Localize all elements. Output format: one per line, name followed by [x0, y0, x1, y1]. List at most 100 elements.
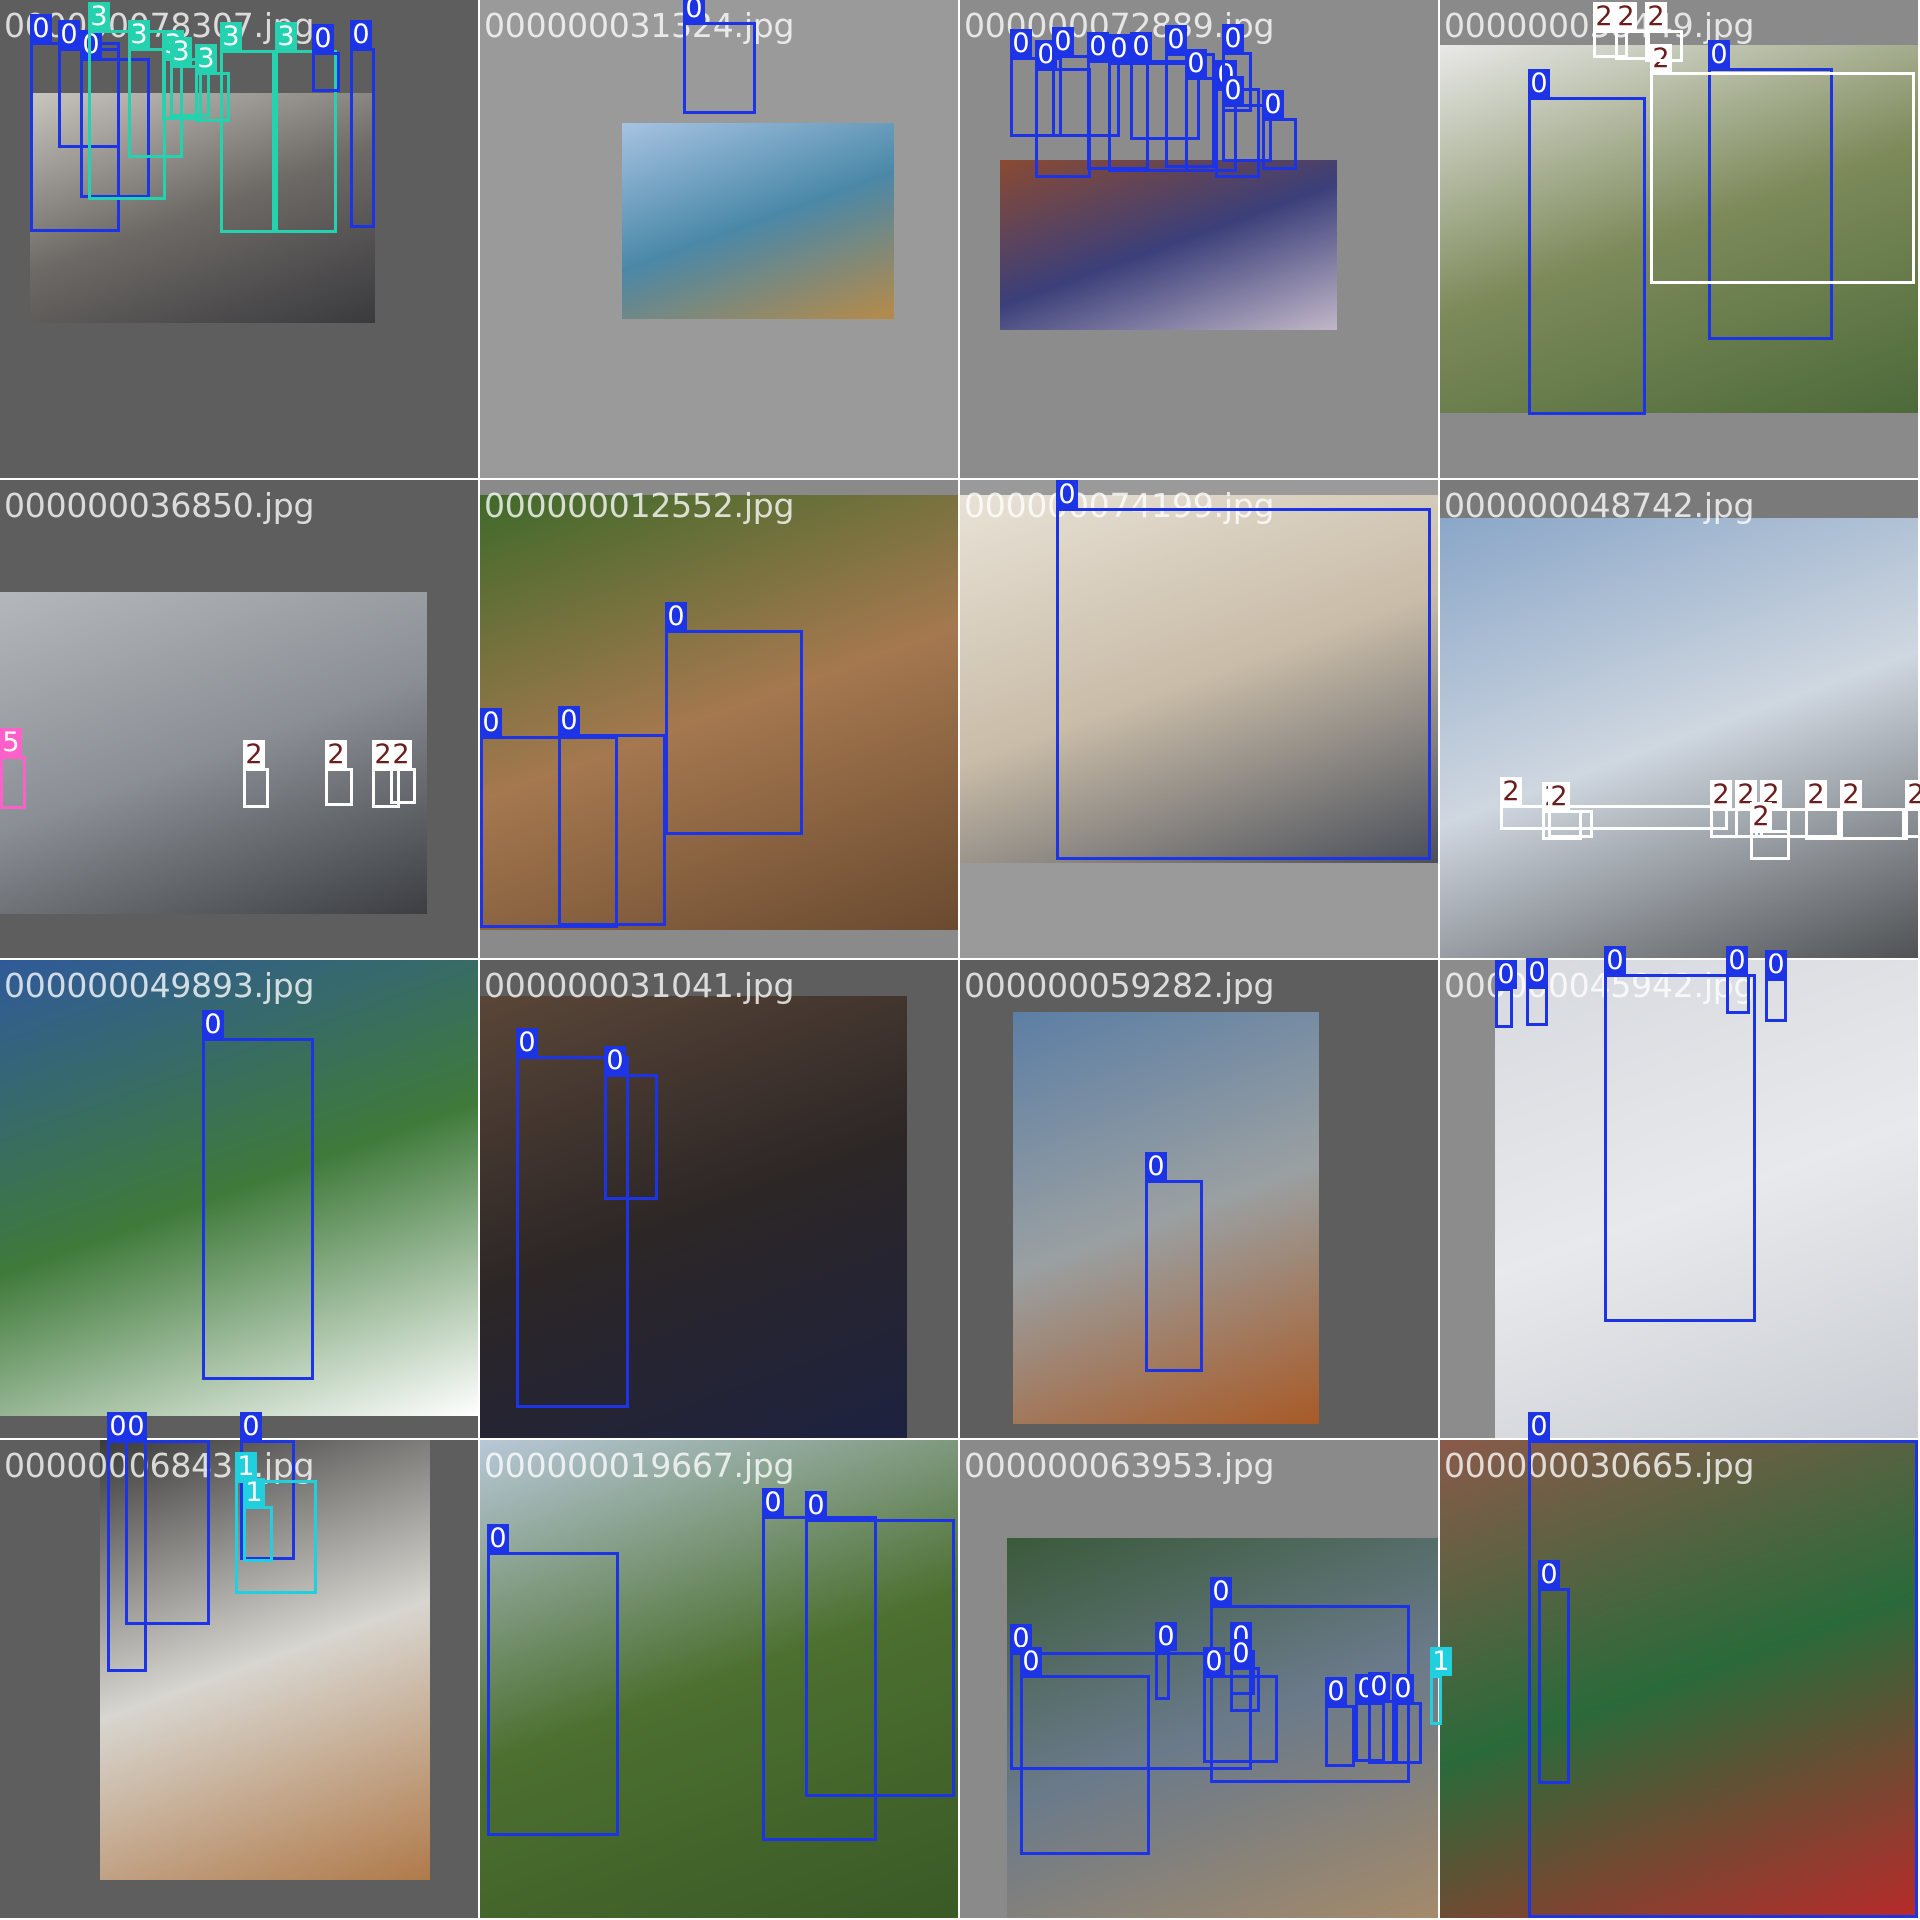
filename-label: 000000031324.jpg	[484, 6, 795, 45]
bounding-box: 0	[80, 30, 150, 198]
class-label: 2	[1750, 802, 1772, 831]
class-label: 0	[1230, 1639, 1252, 1668]
bounding-box: 0	[1145, 1152, 1203, 1372]
class-label: 0	[480, 708, 502, 737]
bounding-box: 0	[516, 1028, 629, 1408]
bounding-box: 3	[128, 20, 183, 158]
bounding-box: 0	[1262, 90, 1297, 170]
filename-label: 000000059282.jpg	[964, 966, 1275, 1005]
class-label: 0	[1185, 49, 1207, 78]
class-label: 0	[683, 0, 705, 23]
bounding-box: 0	[1368, 1672, 1398, 1764]
bounding-box: 0	[665, 602, 803, 835]
bounding-box: 2	[1650, 44, 1915, 284]
class-label: 0	[1056, 480, 1078, 509]
class-label: 2	[1710, 780, 1732, 809]
class-label: 0	[1010, 1624, 1032, 1653]
bounding-box: 0	[1155, 1622, 1177, 1700]
bounding-box: 0	[107, 1412, 147, 1672]
class-label: 2	[1735, 780, 1757, 809]
photo	[30, 93, 375, 323]
class-label: 2	[1645, 2, 1667, 31]
bounding-box: 0	[487, 1524, 619, 1836]
class-label: 1	[1430, 1647, 1452, 1676]
bounding-box: 0	[805, 1491, 955, 1797]
bounding-box: 0	[480, 708, 618, 928]
class-label: 2	[1650, 44, 1672, 73]
image-tile: 000000038449.jpg002222	[1440, 0, 1918, 478]
filename-label: 000000031041.jpg	[484, 966, 795, 1005]
bounding-box: 2	[1593, 2, 1628, 58]
image-tile: 000000063953.jpg 0 0 0 0 0 0 0 0 0 0 0 1	[960, 1440, 1452, 1918]
bounding-box: 0	[125, 1412, 210, 1625]
photo	[0, 960, 478, 1416]
image-tile: 000000074199.jpg 0	[960, 480, 1438, 958]
photo	[622, 123, 894, 319]
class-label: 0	[1130, 32, 1152, 61]
bounding-box: 2	[1645, 2, 1683, 62]
class-label: 2	[243, 740, 265, 769]
filename-label: 000000012552.jpg	[484, 486, 795, 525]
bounding-box: 0	[202, 1010, 314, 1380]
bounding-box: 3	[220, 22, 275, 233]
photo	[1440, 45, 1918, 413]
class-label: 0	[1368, 1672, 1390, 1701]
photo	[1440, 518, 1918, 958]
bounding-box: 0	[312, 24, 340, 92]
bounding-box: 0	[1708, 40, 1833, 340]
photo	[1013, 1012, 1319, 1424]
class-label: 2	[1548, 782, 1570, 811]
class-label: 3	[170, 37, 192, 66]
class-label: 0	[1495, 960, 1517, 989]
photo	[480, 996, 907, 1438]
image-tile: 000000031324.jpg 0	[480, 0, 958, 478]
class-label: 0	[1604, 946, 1626, 975]
bounding-box: 2	[325, 740, 353, 806]
class-label: 2	[1760, 780, 1782, 809]
bounding-box: 0	[350, 20, 375, 228]
class-label: 2	[390, 740, 412, 769]
class-label: 0	[1765, 950, 1787, 979]
class-label: 0	[1087, 32, 1109, 61]
class-label: 0	[1392, 1674, 1414, 1703]
class-label: 0	[762, 1488, 784, 1517]
class-label: 0	[1222, 24, 1244, 53]
class-label: 0	[1222, 76, 1244, 105]
class-label: 0	[1165, 25, 1187, 54]
class-label: 3	[195, 44, 217, 73]
class-label: 3	[220, 22, 242, 51]
image-tile: 000000048742.jpg2222222222	[1440, 480, 1920, 958]
image-tile: 000000072889.jpg 0 0 0 0 0 0 0 0 0 0 0 0	[960, 0, 1438, 478]
bounding-box: 2	[1750, 802, 1790, 860]
class-label: 0	[1528, 1412, 1550, 1441]
class-label: 0	[30, 14, 52, 43]
filename-label: 000000048742.jpg	[1444, 486, 1755, 525]
class-label: 0	[350, 20, 372, 49]
class-label: 2	[1840, 780, 1862, 809]
class-label: 0	[516, 1028, 538, 1057]
class-label: 0	[1145, 1152, 1167, 1181]
class-label: 0	[1010, 29, 1032, 58]
class-label: 0	[1708, 40, 1730, 69]
class-label: 2	[372, 740, 394, 769]
photo	[1495, 960, 1918, 1438]
class-label: 0	[1528, 69, 1550, 98]
bounding-box: 2	[1840, 780, 1908, 840]
class-label: 2	[1905, 780, 1920, 809]
class-label: 0	[558, 706, 580, 735]
bounding-box: 1	[1430, 1647, 1452, 1725]
class-label: 0	[1035, 40, 1057, 69]
filename-label: 000000030665.jpg	[1444, 1446, 1755, 1485]
bounding-box: 0	[1538, 1560, 1570, 1784]
class-label: 0	[1325, 1677, 1347, 1706]
bounding-box: 0	[1528, 69, 1646, 415]
bounding-box: 0	[1052, 27, 1120, 137]
photo	[0, 592, 427, 914]
bounding-box: 0	[1230, 1639, 1260, 1712]
class-label: 0	[1726, 946, 1748, 975]
bounding-box: 0	[1222, 24, 1252, 112]
bounding-box: 1	[235, 1452, 317, 1594]
bounding-box: 0	[1056, 480, 1431, 860]
image-tile: 000000030665.jpg 0 0	[1440, 1412, 1918, 1918]
filename-label: 000000078307.jpg	[4, 6, 315, 45]
